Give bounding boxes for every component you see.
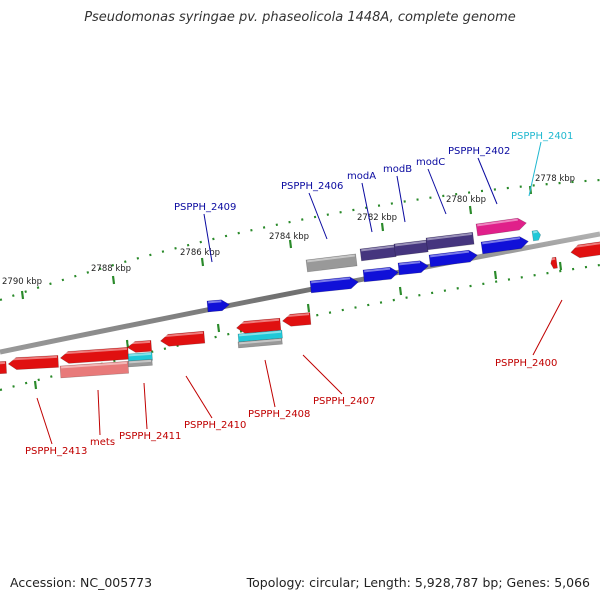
gene-label-pspph-2410[interactable]: PSPPH_2410 xyxy=(184,420,246,431)
gene-label-modc[interactable]: modC xyxy=(416,157,445,168)
tick-mark xyxy=(398,286,403,296)
gene-pspph-2408-rna[interactable] xyxy=(237,329,283,343)
label-leader-line xyxy=(302,354,343,395)
gene-label-pspph-2406[interactable]: PSPPH_2406 xyxy=(281,181,343,192)
gene-features xyxy=(0,217,600,379)
gene-label-modb[interactable]: modB xyxy=(383,164,412,175)
gene-pspph-2411[interactable] xyxy=(126,340,153,353)
topology-text: Topology: circular; Length: 5,928,787 bp… xyxy=(246,575,590,590)
pseudogene-pspph-2406[interactable] xyxy=(305,253,358,273)
gene-pspph-2408[interactable] xyxy=(236,317,282,334)
label-leader-line xyxy=(203,213,213,263)
gene-label-pspph-2400[interactable]: PSPPH_2400 xyxy=(495,358,557,369)
label-leader-line xyxy=(528,141,542,197)
tick-mark xyxy=(216,323,221,333)
pseudogene-pspph-2408[interactable] xyxy=(237,337,283,349)
gene-moda[interactable] xyxy=(359,244,397,262)
tick-mark xyxy=(380,222,385,232)
gene-label-pspph-2407[interactable]: PSPPH_2407 xyxy=(313,396,375,407)
gene-pspph-2407[interactable] xyxy=(282,312,312,327)
gene-modc-cds[interactable] xyxy=(428,249,478,268)
tick-label-2790: 2790 kbp xyxy=(2,277,42,287)
gene-pspph-2399[interactable] xyxy=(570,241,600,259)
label-leader-line xyxy=(361,182,373,233)
tick-mark xyxy=(558,261,563,271)
tick-label-2778: 2778 kbp xyxy=(535,174,575,184)
label-leader-line xyxy=(264,359,276,408)
gene-pspph-2401[interactable] xyxy=(531,229,541,242)
major-tick-marks xyxy=(20,185,563,390)
label-leader-line xyxy=(185,375,213,419)
gene-modc[interactable] xyxy=(425,231,475,251)
label-leader-line xyxy=(396,175,406,223)
gene-pspph-2410[interactable] xyxy=(160,330,206,347)
gene-label-mets[interactable]: mets xyxy=(90,437,115,448)
gene-label-moda[interactable]: modA xyxy=(347,171,376,182)
tick-mark xyxy=(33,380,38,390)
gene-modb-cds[interactable] xyxy=(397,260,429,276)
tick-mark xyxy=(111,275,116,285)
gene-label-pspph-2411[interactable]: PSPPH_2411 xyxy=(119,431,181,442)
tick-mark xyxy=(306,303,311,313)
accession-text: Accession: NC_005773 xyxy=(10,575,153,590)
gene-pspph-2413[interactable] xyxy=(7,355,59,370)
tick-mark xyxy=(20,290,25,300)
gene-label-pspph-2402[interactable]: PSPPH_2402 xyxy=(448,146,510,157)
gene-pspph-2409[interactable] xyxy=(206,299,230,313)
tick-label-2782: 2782 kbp xyxy=(357,213,397,223)
gene-pspph-2406[interactable] xyxy=(309,276,359,294)
gene-pspph-2400[interactable] xyxy=(550,256,558,269)
genome-backbone-arc xyxy=(0,231,600,355)
tick-label-2786: 2786 kbp xyxy=(180,248,220,258)
gene-label-pspph-2408[interactable]: PSPPH_2408 xyxy=(248,409,310,420)
gene-mets[interactable] xyxy=(59,346,129,364)
page-title: Pseudomonas syringae pv. phaseolicola 14… xyxy=(84,10,516,25)
gene-pspph-2402-cds[interactable] xyxy=(480,235,529,255)
gene-pspph-2411-rna[interactable] xyxy=(127,352,153,363)
tick-mark xyxy=(468,205,473,215)
tick-label-2784: 2784 kbp xyxy=(269,232,309,242)
tick-mark xyxy=(200,257,205,267)
gene-mets-pseudo[interactable] xyxy=(59,360,129,379)
label-leader-line xyxy=(532,299,563,356)
tick-mark xyxy=(288,239,293,249)
gene-pspph-2402[interactable] xyxy=(475,217,527,237)
tick-mark xyxy=(125,339,130,349)
gene-label-pspph-2413[interactable]: PSPPH_2413 xyxy=(25,446,87,457)
gene-label-pspph-2409[interactable]: PSPPH_2409 xyxy=(174,202,236,213)
label-leader-line xyxy=(427,168,447,215)
label-leader-line xyxy=(143,382,148,430)
tick-label-2780: 2780 kbp xyxy=(446,195,486,205)
pseudogene-pspph-2411[interactable] xyxy=(127,359,153,368)
label-leaders xyxy=(36,141,563,445)
tick-mark xyxy=(493,270,498,280)
tick-label-2788: 2788 kbp xyxy=(91,264,131,274)
label-leader-line xyxy=(477,157,498,205)
label-leader-line xyxy=(36,397,53,445)
gene-moda-cds[interactable] xyxy=(362,266,399,283)
gene-label-pspph-2401[interactable]: PSPPH_2401 xyxy=(511,131,573,142)
label-leader-line xyxy=(308,192,328,240)
gene-modb[interactable] xyxy=(393,239,429,257)
gene-left-edge[interactable] xyxy=(0,361,7,375)
label-leader-line xyxy=(97,389,101,436)
